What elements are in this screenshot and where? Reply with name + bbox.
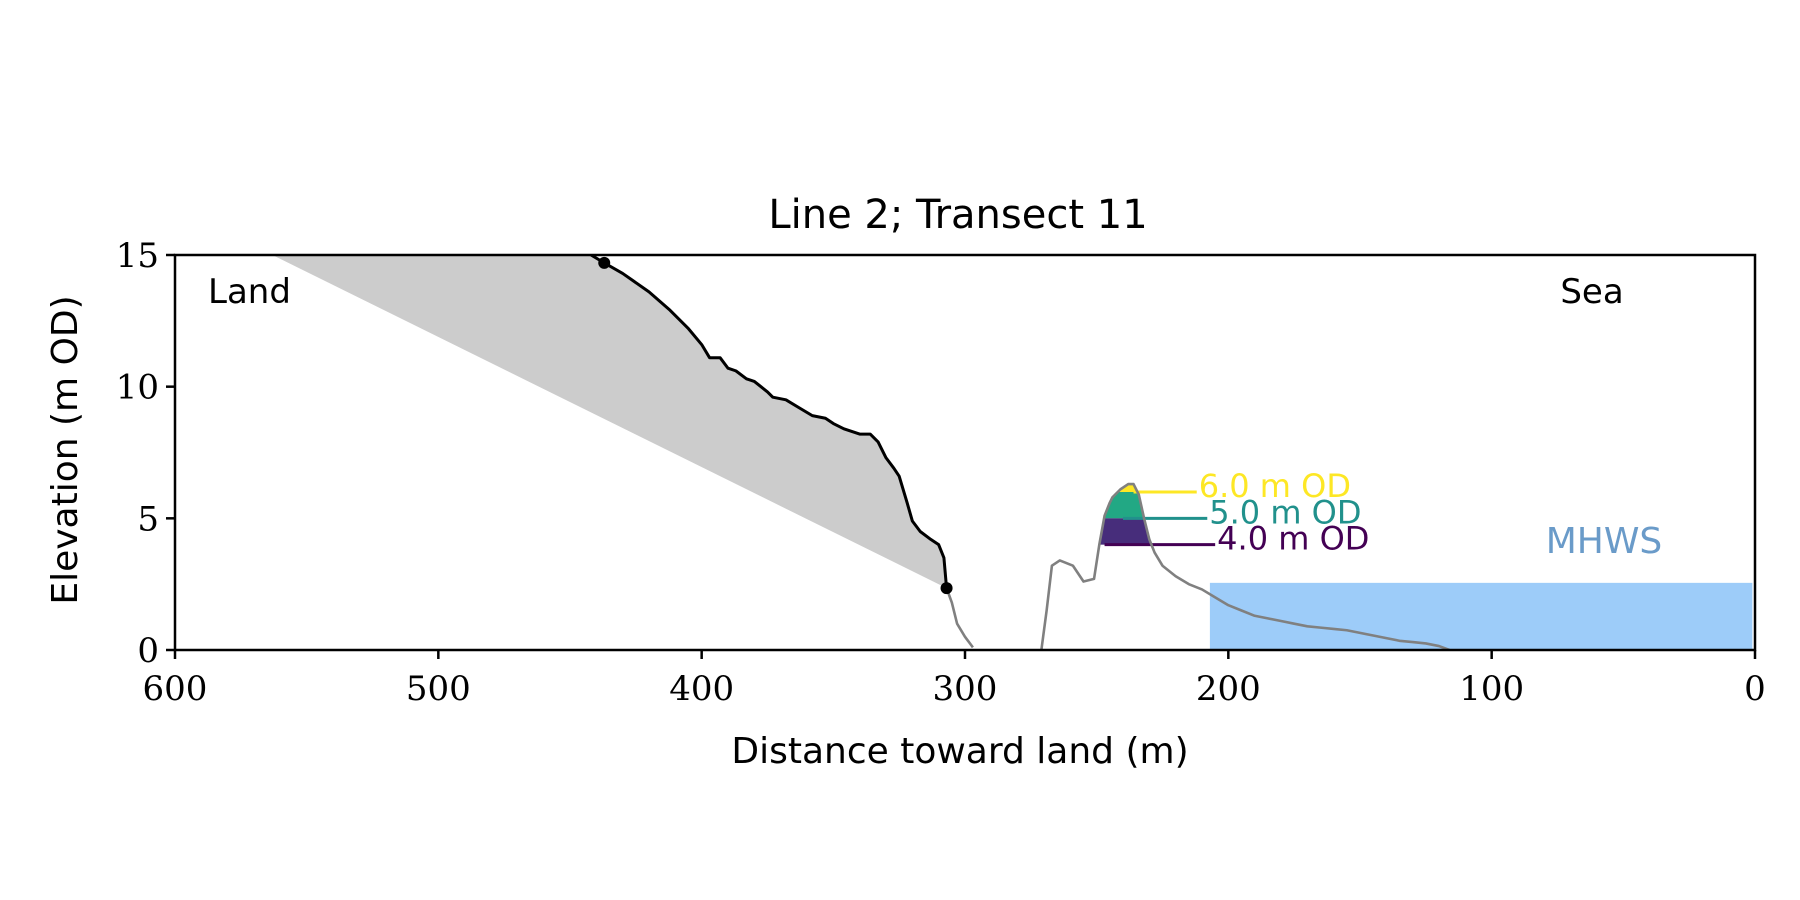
y-axis-label: Elevation (m OD) — [45, 295, 86, 604]
y-tick-label: 0 — [137, 631, 159, 671]
sea-label: Sea — [1560, 272, 1623, 312]
profile-marker-2 — [940, 582, 953, 595]
land-label: Land — [208, 272, 291, 312]
x-tick-label: 200 — [1196, 669, 1261, 709]
cliff-recession-wedge — [272, 255, 947, 589]
elevation-band-1 — [1096, 492, 1163, 519]
mhws-sea-area — [1209, 582, 1753, 650]
x-tick-label: 600 — [143, 669, 208, 709]
y-tick-label: 5 — [137, 499, 159, 539]
x-tick-label: 100 — [1459, 669, 1524, 709]
y-tick-label: 15 — [116, 236, 159, 276]
mhws-label: MHWS — [1546, 521, 1663, 562]
x-tick-label: 400 — [669, 669, 734, 709]
band-group — [1096, 484, 1163, 545]
shore-profile-upper — [945, 587, 974, 649]
x-tick-label: 500 — [406, 669, 471, 709]
plot-content — [272, 255, 1753, 650]
x-tick-label: 0 — [1744, 669, 1766, 709]
x-tick-label: 300 — [933, 669, 998, 709]
profile-marker-1 — [598, 256, 611, 269]
y-tick-label: 10 — [116, 368, 159, 408]
level-label-1: 6.0 m OD — [1199, 467, 1351, 505]
level-label-2: 5.0 m OD — [1209, 493, 1361, 531]
elevation-band-top — [1096, 484, 1163, 492]
level-label-3: 4.0 m OD — [1217, 520, 1369, 558]
x-axis-label: Distance toward land (m) — [731, 731, 1188, 772]
shore-profile-lower — [1040, 482, 1450, 650]
chart-title: Line 2; Transect 11 — [768, 192, 1147, 238]
elevation-band-2 — [1096, 518, 1163, 545]
cliff-profile — [590, 255, 949, 589]
